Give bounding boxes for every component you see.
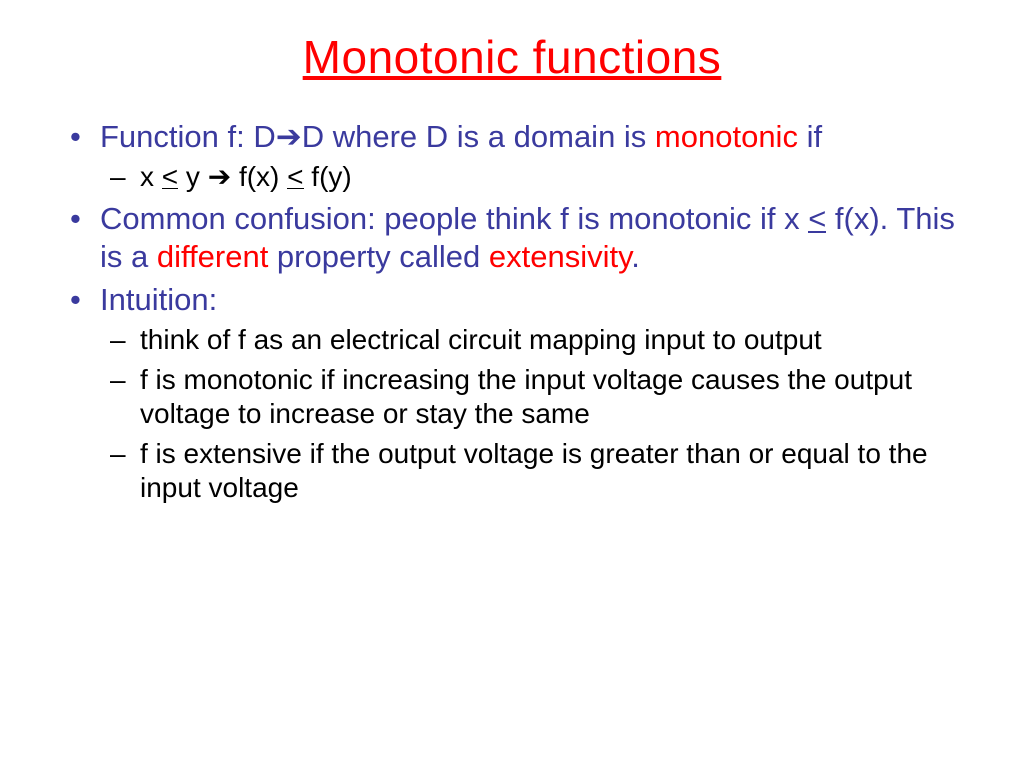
- b1s-t1: x: [140, 161, 162, 192]
- slide: Monotonic functions Function f: D➔D wher…: [0, 0, 1024, 768]
- bullet-1: Function f: D➔D where D is a domain is m…: [60, 118, 964, 194]
- arrow-right-icon: ➔: [208, 161, 231, 192]
- b1s-t2: y: [178, 161, 208, 192]
- b2-t1: Common confusion: people think f is mono…: [100, 201, 808, 236]
- leq-underline: [162, 188, 178, 189]
- bullet-1-sublist: x < y ➔ f(x) < f(y): [100, 160, 964, 194]
- b2-hl2: extensivity: [489, 239, 631, 274]
- leq-underline: [287, 188, 303, 189]
- bullet-1-sub-1: x < y ➔ f(x) < f(y): [100, 160, 964, 194]
- b2-t4: .: [631, 239, 640, 274]
- b1-mid: D where D is a domain is: [302, 119, 655, 154]
- b1-highlight: monotonic: [655, 119, 798, 154]
- leq-icon: <: [287, 160, 303, 194]
- bullet-2: Common confusion: people think f is mono…: [60, 200, 964, 276]
- leq-underline: [808, 231, 826, 232]
- b1s-t3: f(x): [231, 161, 287, 192]
- bullet-3-sub-2: f is monotonic if increasing the input v…: [100, 363, 964, 431]
- bullet-3-sub-1: think of f as an electrical circuit mapp…: [100, 323, 964, 357]
- b3-text: Intuition:: [100, 282, 217, 317]
- b1s-t4: f(y): [304, 161, 352, 192]
- b2-hl1: different: [157, 239, 268, 274]
- bullet-3-sub-3: f is extensive if the output voltage is …: [100, 437, 964, 505]
- bullet-3: Intuition: think of f as an electrical c…: [60, 281, 964, 506]
- leq-icon: <: [808, 200, 826, 238]
- arrow-right-icon: ➔: [276, 119, 302, 154]
- b2-t3: property called: [268, 239, 489, 274]
- b1-post: if: [798, 119, 822, 154]
- leq-icon: <: [162, 160, 178, 194]
- b1-pre: Function f: D: [100, 119, 276, 154]
- bullet-3-sublist: think of f as an electrical circuit mapp…: [100, 323, 964, 506]
- bullet-list: Function f: D➔D where D is a domain is m…: [60, 118, 964, 505]
- slide-title: Monotonic functions: [60, 30, 964, 84]
